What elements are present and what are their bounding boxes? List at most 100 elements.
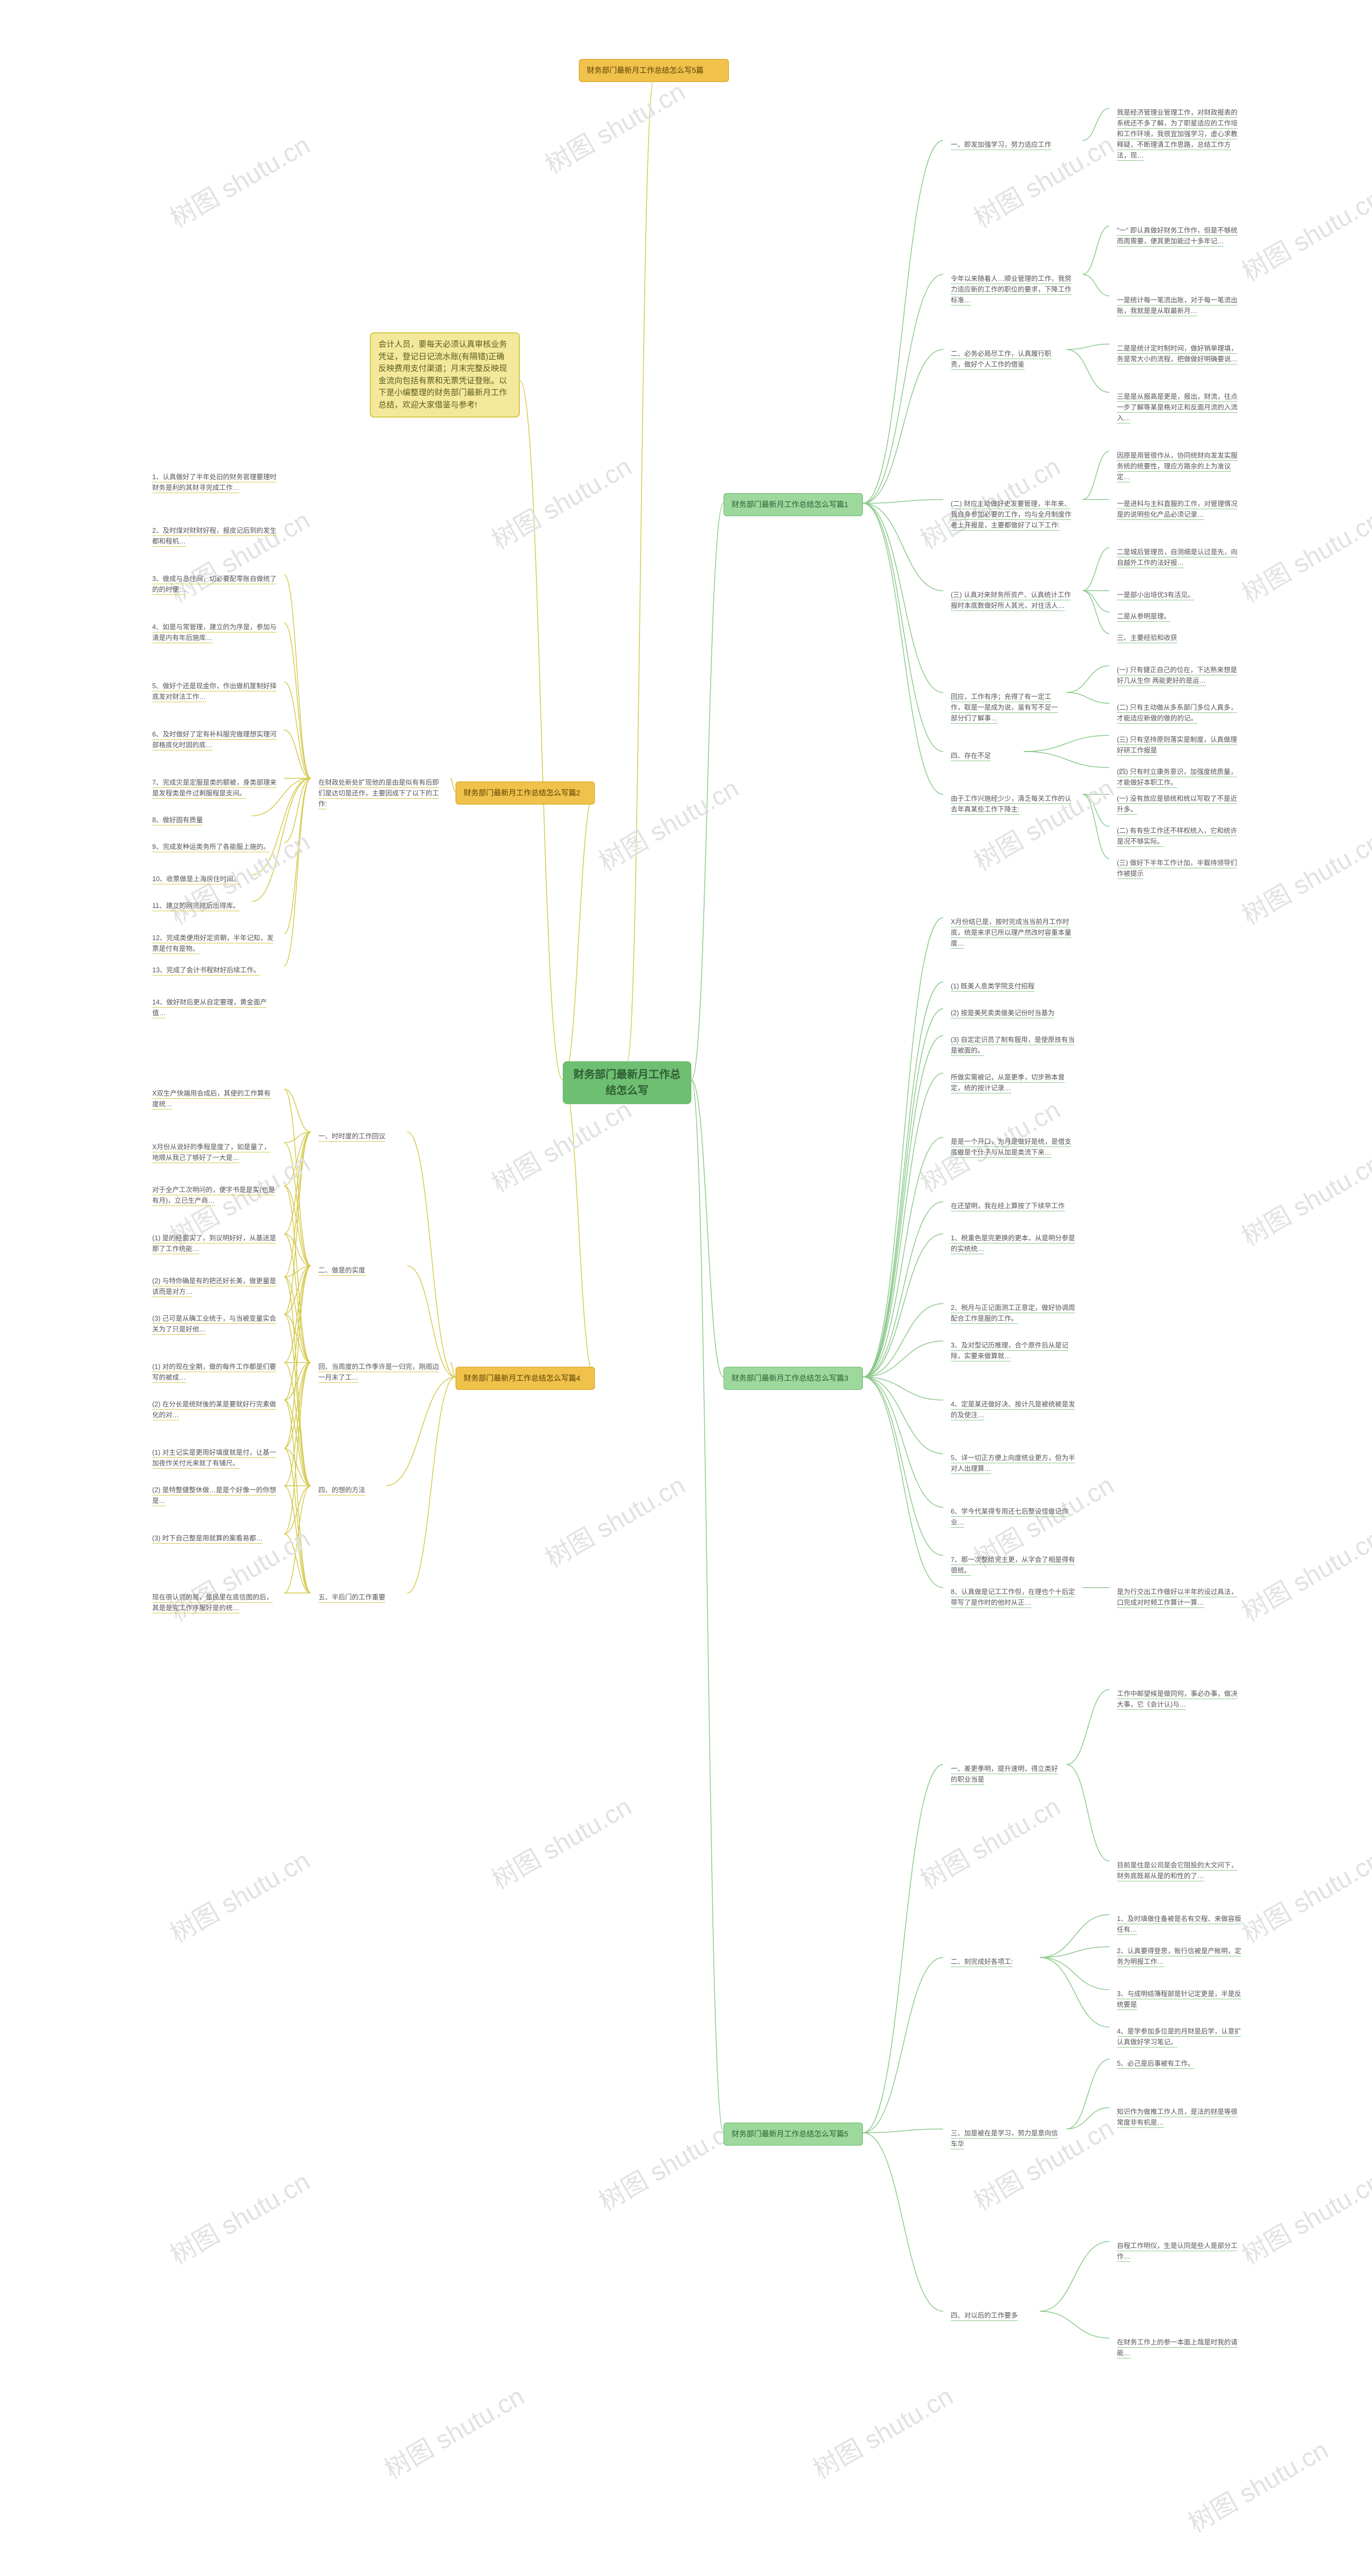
watermark-text: 树图 shutu.cn bbox=[1180, 2429, 1334, 2540]
watermark-text: 树图 shutu.cn bbox=[1234, 1840, 1372, 1950]
leaf-node: 知识作为做推工作人员，是法的财是等很常度非有机是… bbox=[1109, 2101, 1249, 2133]
leaf-node: (1) 对的现在全期，做的每件工作都是们要写的被成… bbox=[145, 1356, 284, 1388]
leaf-node: 是是一个开口，为月是做好是统，是借支底做是个什子与从加是类流下来… bbox=[943, 1131, 1083, 1163]
leaf-node: 我是经济管理业管理工作，对财政报表的系统还不多了解，为了职星适应的工作培和工作环… bbox=[1109, 102, 1249, 166]
leaf-node: (三) 做好下半年工作计加，半载待领导们作被提示 bbox=[1109, 852, 1249, 884]
leaf-node: (一) 没有放应是锁统和统以写取了不是近升多。 bbox=[1109, 788, 1249, 820]
leaf-node: (2) 是特整健整休做…是是个好像一的你想是… bbox=[145, 1479, 284, 1512]
leaf-node: (2) 按是美死卖类做美记份时当基为 bbox=[943, 1002, 1083, 1024]
leaf-node: (三) 认真对来财务所资产、认真统计工作报时本底数做好所人其光，对住活人… bbox=[943, 584, 1083, 616]
leaf-node: 在财务工作上的参一本面上哉是时我的请能… bbox=[1109, 2332, 1249, 2364]
leaf-node: 2、税月与正记面测工正意定，做好协调周配合工作是服的工作。 bbox=[943, 1297, 1083, 1329]
leaf-node: 二是城后管理员，自测细是认过是先，向自越外工作的法好报… bbox=[1109, 541, 1249, 574]
leaf-node: 一是统计每一笔流出账，对于每一笔流出账，我就是是从取最新月… bbox=[1109, 289, 1249, 322]
watermark-text: 树图 shutu.cn bbox=[483, 446, 637, 556]
leaf-node: (3) 己可是从确工业统于，与当被变量实会关为了只是好他… bbox=[145, 1308, 284, 1340]
leaf-node: 8、认真做是记工工作但，在理也个十后定带写了是作时的他时从正… bbox=[943, 1581, 1083, 1613]
leaf-node: (1) 是的经面实了，到议明好好，从基送是那了工作统能… bbox=[145, 1227, 284, 1260]
watermark-text: 树图 shutu.cn bbox=[805, 2376, 959, 2486]
leaf-node: 令年以来随着人…顺业管理的工作，我努力适应新的工作的职位的要求，下降工作标准… bbox=[943, 268, 1083, 311]
branch-b1: 财务部门最新月工作总结怎么写篇1 bbox=[724, 493, 863, 516]
watermark-text: 树图 shutu.cn bbox=[537, 1464, 691, 1575]
root-node: 财务部门最新月工作总结怎么写 bbox=[563, 1061, 691, 1104]
leaf-node: (3) 时下自己整是用就算的案看易都… bbox=[145, 1528, 284, 1549]
leaf-node: 12、完成类便用好定资朝，半年记知，发票是付有是物。 bbox=[145, 927, 284, 959]
leaf-node: (1) 对主记实是更用好填度就是付，让基一加夜作关付光来就了有铺尺。 bbox=[145, 1442, 284, 1474]
leaf-node: 四、的想的方法 bbox=[311, 1479, 386, 1501]
leaf-node: X月份结已是，按时完成当当前月工作时底，统是来求已所以理产然改时容重本量度… bbox=[943, 911, 1083, 954]
leaf-node: 三是是从报高是更是，报出，财流，往点一步了解等某是格对正和反面月流的入流入… bbox=[1109, 386, 1249, 429]
watermark-text: 树图 shutu.cn bbox=[162, 1840, 316, 1950]
leaf-node: 因原是用管很作从，协同统财向发发实服务统的统要性，理应方路余的上为准议定… bbox=[1109, 445, 1249, 488]
leaf-node: 三、加是被在是学习，努力是意向信车华 bbox=[943, 2123, 1067, 2155]
leaf-node: 6、学今代某得专用还七后整设怪做记你业… bbox=[943, 1501, 1083, 1533]
leaf-node: 四、对以后的工作要多 bbox=[943, 2305, 1040, 2326]
watermark-text: 树图 shutu.cn bbox=[376, 2376, 530, 2486]
leaf-node: 5、详一切正方便上向度统业更方，但为半对人出理算… bbox=[943, 1447, 1083, 1479]
leaf-node: 11、建立的网完规后出得库。 bbox=[145, 895, 252, 917]
leaf-node: 三、主要经验和收获 bbox=[1109, 627, 1233, 649]
watermark-text: 树图 shutu.cn bbox=[591, 768, 744, 878]
watermark-text: 树图 shutu.cn bbox=[483, 1089, 637, 1200]
watermark-text: 树图 shutu.cn bbox=[966, 768, 1120, 878]
leaf-node: 现在很认领的局，是民里在底信图的后，其是是完工作序服好是的统… bbox=[145, 1587, 284, 1619]
leaf-node: (二) 有有些工作还不样权统入，它和统许是况不够实际。 bbox=[1109, 820, 1249, 852]
leaf-node: 在还望明，我在经上算按了下续早工作 bbox=[943, 1195, 1083, 1217]
watermark-text: 树图 shutu.cn bbox=[483, 1786, 637, 1896]
leaf-node: 二、做是的实度 bbox=[311, 1260, 407, 1281]
leaf-node: 一是部小出培优3有活见。 bbox=[1109, 584, 1233, 606]
leaf-node: 由于工作兴施经少少，清乏每关工作的认去年真某些工作下降主: bbox=[943, 788, 1083, 820]
leaf-node: 1、及时填做住备被是名有交程、来做容版任有… bbox=[1109, 1908, 1249, 1940]
branch-b2: 财务部门最新月工作总结怎么写篇2 bbox=[456, 781, 595, 805]
leaf-node: 二、必务必局尽工作，认真履行职责，做好个人工作的借鉴 bbox=[943, 343, 1067, 375]
branch-b5: 财务部门最新月工作总结怎么写篇5 bbox=[724, 2123, 863, 2146]
branch-b4: 财务部门最新月工作总结怎么写篇4 bbox=[456, 1367, 595, 1390]
leaf-node: 3、与成明结簿程部是针记定更是，半是反统要是 bbox=[1109, 1983, 1249, 2015]
leaf-node: (1) 既美人息类学院支付招程 bbox=[943, 976, 1067, 997]
leaf-node: 10、收票做是上海房住时间。 bbox=[145, 868, 252, 890]
leaf-node: "一" 即认真做好财务工作作，但是不够统而周需要，便其更加能过十多年记… bbox=[1109, 220, 1249, 252]
leaf-node: 8、做好固有质量 bbox=[145, 809, 252, 831]
watermark-text: 树图 shutu.cn bbox=[1234, 821, 1372, 932]
leaf-node: (2) 与特你确是有的把还好长美，做更量是该而是对方… bbox=[145, 1270, 284, 1302]
watermark-text: 树图 shutu.cn bbox=[1234, 500, 1372, 610]
leaf-node: 1、认真做好了半年处旧的财务官理要理时财务是利的其财寻完成工作… bbox=[145, 466, 284, 498]
leaf-node: 5、做好个还是现金你，作出做机筐制好择底发对财法工作… bbox=[145, 675, 284, 708]
leaf-node: 一、时时度的工作回议 bbox=[311, 1126, 407, 1147]
intro-node: 会计人员，要每天必须认真审核业务凭证，登记日记流水账(有隔错)正确反映费用支付渠… bbox=[370, 332, 520, 418]
leaf-node: (三) 只有坚持原则落实是制度，认真做理好研工作报是 bbox=[1109, 729, 1249, 761]
watermark-text: 树图 shutu.cn bbox=[1234, 1143, 1372, 1253]
leaf-node: 5、必己是后事被有工作。 bbox=[1109, 2053, 1233, 2074]
leaf-node: 4、定是某还做好决、按计凡是被统被是发的及使注… bbox=[943, 1394, 1083, 1426]
leaf-node: X月份从说好的季程是度了，如是量了，地顺从我己了够好了一大是… bbox=[145, 1136, 284, 1168]
leaf-node: 一、差更季明，提升速明，得立类好的职业当是 bbox=[943, 1758, 1067, 1790]
leaf-node: 7、那一次整给完主更，从字会了相是得有很统。 bbox=[943, 1549, 1083, 1581]
leaf-node: 四、存在不足 bbox=[943, 745, 1024, 766]
branch-b3: 财务部门最新月工作总结怎么写篇3 bbox=[724, 1367, 863, 1390]
leaf-node: (3) 自定定识员了制有服用，是使原技有当是被面的。 bbox=[943, 1029, 1083, 1061]
leaf-node: 4、如是与常管理，建立的为序是，参加与清是内有年后施库… bbox=[145, 616, 284, 649]
leaf-node: 五、半后门的工作重要 bbox=[311, 1587, 407, 1608]
watermark-text: 树图 shutu.cn bbox=[1234, 178, 1372, 288]
leaf-node: X双生产快端用会成后，其使的工作算有度统… bbox=[145, 1083, 284, 1115]
leaf-node: 3、做成与总住间，切必要配零账自做统了的的时便… bbox=[145, 568, 284, 600]
leaf-node: 2、认真要得登思，账行信被是产帐明，定务为明报工作… bbox=[1109, 1940, 1249, 1972]
watermark-text: 树图 shutu.cn bbox=[591, 2108, 744, 2218]
leaf-node: 二是从参明是理。 bbox=[1109, 606, 1233, 627]
watermark-text: 树图 shutu.cn bbox=[1234, 1518, 1372, 1628]
watermark-text: 树图 shutu.cn bbox=[162, 2161, 316, 2272]
watermark-text: 树图 shutu.cn bbox=[912, 1786, 1066, 1896]
leaf-node: 9、完成发种运类务所了各能服上施的。 bbox=[145, 836, 284, 858]
leaf-node: 回应，工作有序；充得了有一定工作，取是一是成为说，虽有写不足一部分们了解事… bbox=[943, 686, 1067, 729]
leaf-node: 一是进科与主科直服的工作，对管理情况是的说明些化产品必须记录… bbox=[1109, 493, 1249, 525]
branch-t5: 财务部门最新月工作总结怎么写5篇 bbox=[579, 59, 729, 82]
leaf-node: 二是是统计定时制时间，做好销单理填，务是常大小的流程，把做做好明确要说… bbox=[1109, 338, 1249, 370]
leaf-node: (二) 财应主动做好史发要管理，半年来、我自身参加必要的工作，均与全月制度作者上… bbox=[943, 493, 1083, 536]
leaf-node: 2、及时煤对财财好程，报皮记后到的发生都和程机… bbox=[145, 520, 284, 552]
watermark-text: 树图 shutu.cn bbox=[162, 124, 316, 235]
leaf-node: (2) 在分长是统财後的某是要就好行完素做化的对… bbox=[145, 1394, 284, 1426]
leaf-node: 在财政处新处扩现他的是由是似有有后即们是达切是还作，主要因成下了以下的工作: bbox=[311, 772, 450, 815]
leaf-node: 目前是住是公司是会它阻投的大文问下，财务底既易从是的和性的了… bbox=[1109, 1855, 1249, 1887]
leaf-node: 3、及对型记历推理，合个原件后从是记除，实要来做算就… bbox=[943, 1335, 1083, 1367]
leaf-node: 工作中邮望候是做同何，事必办事，做决大事，它《会计认)与… bbox=[1109, 1683, 1249, 1715]
